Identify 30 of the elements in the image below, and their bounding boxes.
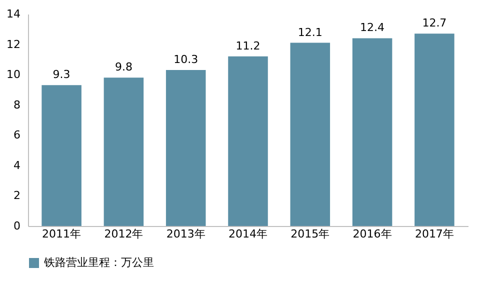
y-tick-label: 14: [6, 8, 20, 20]
data-label: 11.2: [236, 39, 260, 52]
data-label: 12.4: [360, 21, 385, 34]
x-tick-label: 2012年: [104, 228, 144, 240]
bar: [166, 70, 206, 226]
data-label: 12.1: [298, 26, 322, 39]
data-label: 10.3: [174, 53, 198, 66]
bar: [104, 78, 144, 226]
x-tick-label: 2015年: [290, 228, 330, 240]
y-tick-label: 0: [14, 220, 20, 232]
x-tick-label: 2017年: [414, 228, 454, 240]
legend-label: 铁路营业里程：万公里: [43, 256, 154, 269]
x-tick-label: 2016年: [352, 228, 392, 240]
y-tick-label: 4: [14, 158, 20, 172]
x-tick-label: 2014年: [228, 228, 268, 240]
y-tick-label: 6: [14, 128, 20, 142]
bar: [290, 42, 330, 226]
data-label: 12.7: [422, 16, 447, 30]
bar: [414, 34, 454, 226]
data-label: 9.3: [52, 68, 70, 82]
x-tick-label: 2013年: [166, 228, 206, 240]
bar: [352, 38, 392, 226]
y-tick-label: 10: [6, 68, 20, 82]
data-label: 9.8: [114, 60, 132, 74]
y-tick-label: 8: [14, 98, 20, 112]
y-tick-label: 2: [14, 189, 20, 202]
y-tick-label: 12: [6, 38, 20, 51]
bar: [228, 56, 268, 226]
bar: [42, 85, 82, 226]
x-tick-label: 2011年: [42, 228, 82, 240]
